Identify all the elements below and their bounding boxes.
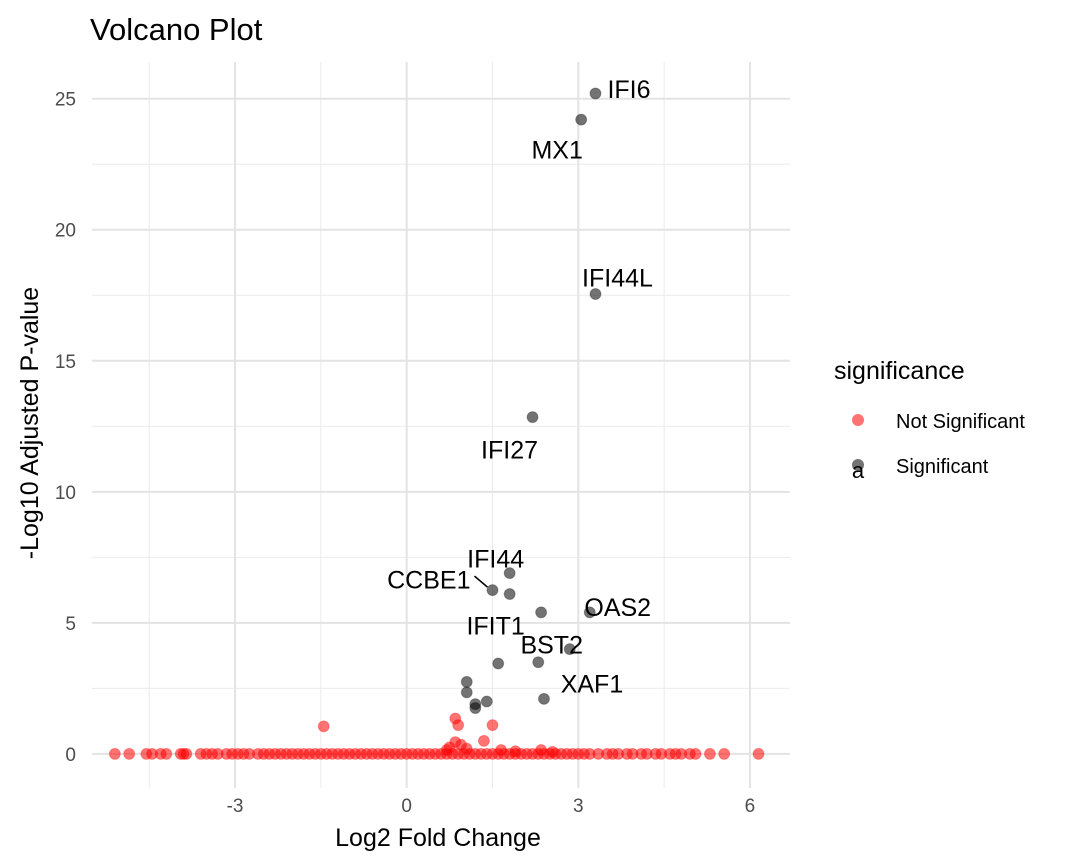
y-tick-labels: 0 5 10 15 20 25 — [55, 90, 76, 766]
gene-label-ifit1: IFIT1 — [466, 613, 524, 641]
x-axis-title: Log2 Fold Change — [335, 824, 541, 852]
gene-label-mx1: MX1 — [531, 136, 582, 164]
point-significant — [460, 686, 473, 699]
point-significant — [486, 584, 499, 597]
legend: significance Not Significant a Significa… — [834, 357, 1025, 483]
gene-label-ccbe1: CCBE1 — [387, 567, 470, 595]
point-not-significant — [546, 745, 559, 758]
point-not-significant — [460, 742, 473, 755]
point-significant — [526, 411, 539, 424]
point-significant — [503, 588, 516, 601]
gene-label-xaf1: XAF1 — [561, 670, 624, 698]
point-significant — [492, 657, 505, 670]
legend-title: significance — [834, 357, 965, 385]
point-not-significant — [703, 747, 716, 760]
x-tick-label: -3 — [227, 796, 244, 817]
x-tick-labels: -3 0 3 6 — [227, 796, 756, 817]
point-not-significant — [160, 747, 173, 760]
gene-label-ifi44l: IFI44L — [582, 265, 653, 293]
point-not-significant — [509, 745, 522, 758]
y-tick-label: 25 — [55, 90, 76, 111]
point-not-significant — [689, 747, 702, 760]
y-tick-label: 15 — [55, 352, 76, 373]
y-tick-label: 5 — [65, 614, 76, 635]
point-not-significant — [486, 719, 499, 732]
point-significant — [460, 675, 473, 688]
x-tick-label: 3 — [573, 796, 584, 817]
point-significant — [535, 606, 548, 619]
point-not-significant — [108, 747, 121, 760]
y-tick-label: 0 — [65, 745, 76, 766]
point-not-significant — [495, 743, 508, 756]
point-not-significant — [440, 743, 453, 756]
legend-key-significant — [852, 459, 864, 471]
x-tick-label: 0 — [401, 796, 412, 817]
not-significant-points — [108, 712, 765, 760]
point-significant — [532, 656, 545, 669]
point-significant — [503, 567, 516, 580]
x-tick-label: 6 — [745, 796, 756, 817]
point-significant — [480, 695, 493, 708]
gene-label-ifi6: IFI6 — [607, 76, 650, 104]
point-not-significant — [752, 747, 765, 760]
legend-key-text-significant: a — [852, 458, 865, 483]
point-significant — [469, 702, 482, 715]
legend-label-not-significant: Not Significant — [896, 411, 1025, 433]
chart-title: Volcano Plot — [90, 12, 263, 47]
significant-points — [460, 87, 602, 715]
y-axis-title: -Log10 Adjusted P-value — [16, 287, 44, 559]
point-not-significant — [317, 720, 330, 733]
point-significant — [575, 113, 588, 126]
point-not-significant — [452, 719, 465, 732]
point-not-significant — [718, 747, 731, 760]
point-not-significant — [535, 743, 548, 756]
y-tick-label: 10 — [55, 483, 76, 504]
point-not-significant — [123, 747, 136, 760]
y-tick-label: 20 — [55, 221, 76, 242]
grid-lines — [92, 62, 790, 788]
point-significant — [589, 87, 602, 100]
legend-key-not-significant — [852, 414, 864, 426]
legend-label-significant: Significant — [896, 456, 989, 478]
gene-label-ifi27: IFI27 — [481, 437, 538, 465]
gene-label-ifi44: IFI44 — [467, 546, 524, 574]
point-not-significant — [180, 747, 193, 760]
point-significant — [589, 287, 602, 300]
gene-label-bst2: BST2 — [520, 632, 583, 660]
point-significant — [537, 692, 550, 705]
label-connector — [474, 575, 488, 588]
point-significant — [563, 643, 576, 656]
point-significant — [583, 606, 596, 619]
point-not-significant — [477, 734, 490, 747]
gene-label-oas2: OAS2 — [584, 594, 651, 622]
